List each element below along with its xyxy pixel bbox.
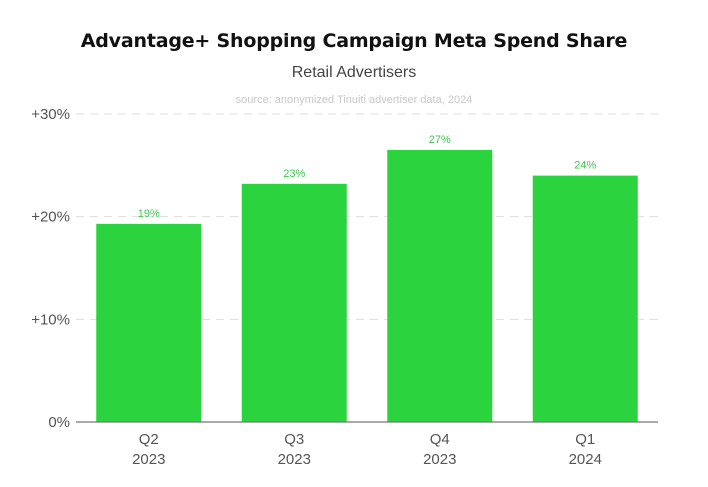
axes: 0% +10% +20% +30% Q2 2023 Q3 2023 Q4 2023 Q1 2024 [31, 106, 658, 468]
chart-title: Advantage+ Shopping Campaign Meta Spend … [80, 30, 628, 52]
x-tick-label: Q4 [430, 431, 450, 448]
x-tick-label: 2023 [132, 451, 165, 468]
x-tick-label: Q2 [139, 431, 159, 448]
x-tick-label: Q1 [575, 431, 595, 448]
x-tick-label: 2023 [423, 451, 456, 468]
bar [241, 183, 347, 422]
y-tick-label: +10% [31, 311, 70, 328]
data-label: 24% [574, 160, 596, 172]
bar [387, 149, 493, 422]
chart-subtitle: Retail Advertisers [291, 64, 417, 81]
chart-source: source: anonymized Tinuiti advertiser da… [235, 94, 473, 106]
data-label: 27% [429, 134, 451, 146]
x-tick-label: Q3 [284, 431, 304, 448]
data-label: 19% [138, 208, 160, 220]
bar [532, 175, 638, 422]
bar [96, 223, 202, 422]
y-tick-label: +20% [31, 209, 70, 226]
bars: 19% 23% 27% 24% [96, 134, 638, 422]
y-tick-label: +30% [31, 106, 70, 123]
x-tick-label: 2023 [278, 451, 311, 468]
x-tick-label: 2024 [569, 451, 602, 468]
y-tick-label: 0% [48, 414, 70, 431]
data-label: 23% [283, 168, 305, 180]
